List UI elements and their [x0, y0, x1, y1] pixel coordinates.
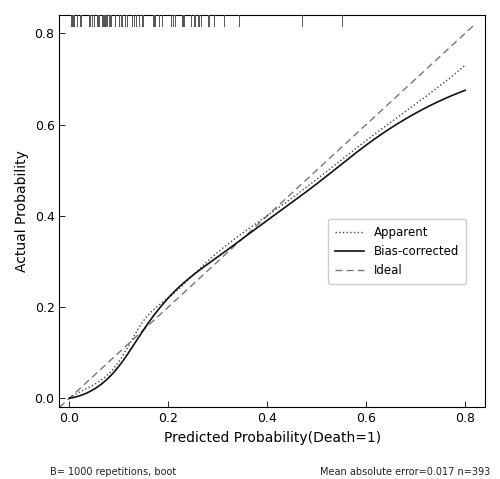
X-axis label: Predicted Probability(Death=1): Predicted Probability(Death=1) [164, 431, 381, 445]
Y-axis label: Actual Probability: Actual Probability [15, 150, 29, 272]
Legend: Apparent, Bias-corrected, Ideal: Apparent, Bias-corrected, Ideal [328, 219, 466, 284]
Text: Mean absolute error=0.017 n=393: Mean absolute error=0.017 n=393 [320, 467, 490, 477]
Text: B= 1000 repetitions, boot: B= 1000 repetitions, boot [50, 467, 176, 477]
